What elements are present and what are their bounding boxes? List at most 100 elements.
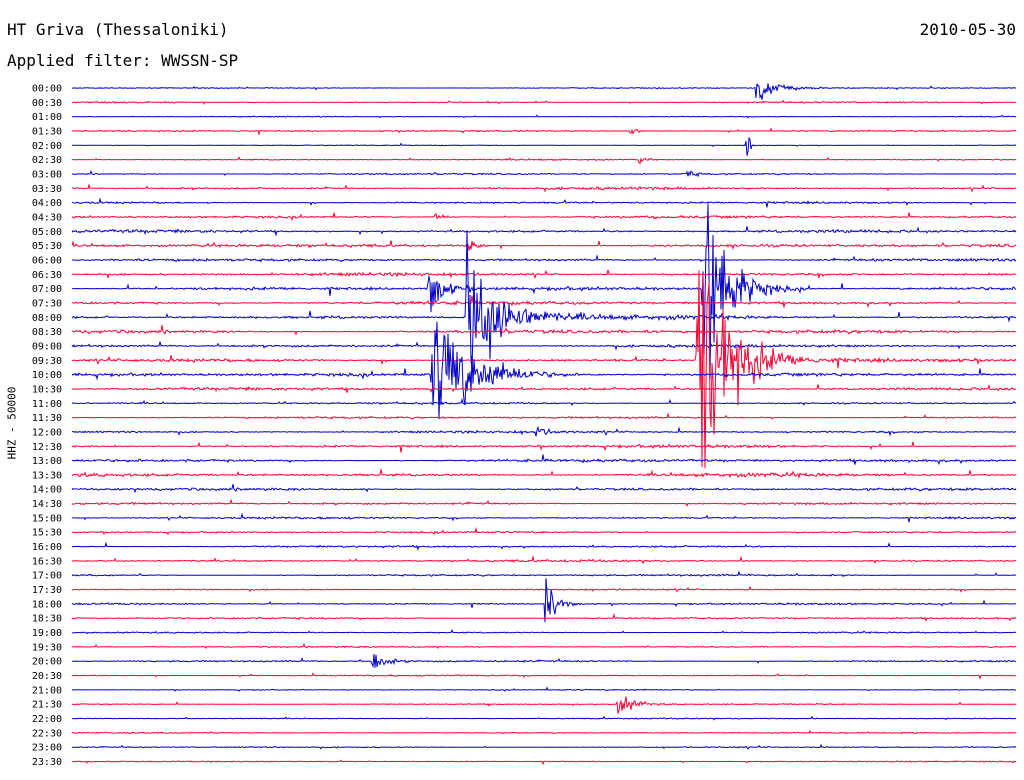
time-tick-label: 07:30 — [32, 298, 62, 309]
time-tick-label: 03:00 — [32, 169, 62, 180]
seismic-trace-0700 — [71, 203, 1017, 380]
recording-date: 2010-05-30 — [919, 20, 1016, 39]
seismic-trace-2330 — [71, 759, 1017, 766]
seismic-trace-1100 — [71, 398, 1016, 407]
time-tick-label: 06:00 — [32, 255, 62, 266]
seismic-trace-1600 — [71, 541, 1017, 551]
time-tick-label: 18:30 — [32, 614, 62, 625]
time-tick-label: 21:00 — [32, 685, 62, 696]
time-tick-label: 19:00 — [32, 628, 62, 639]
time-tick-label: 02:30 — [32, 155, 62, 166]
time-tick-label: 03:30 — [32, 184, 62, 195]
seismic-trace-1300 — [71, 454, 1017, 466]
time-tick-label: 19:30 — [32, 642, 62, 653]
time-tick-label: 22:30 — [32, 728, 62, 739]
seismic-trace-1330 — [71, 469, 1017, 479]
seismic-trace-0600 — [71, 254, 1017, 263]
time-tick-label: 13:00 — [32, 456, 62, 467]
seismic-trace-2000 — [71, 654, 1017, 668]
seismic-trace-1230 — [71, 441, 1017, 453]
seismic-trace-1830 — [71, 613, 1017, 622]
seismic-trace-2130 — [71, 696, 1017, 714]
time-tick-label: 05:00 — [32, 227, 62, 238]
time-tick-label: 09:00 — [32, 341, 62, 352]
time-tick-label: 23:00 — [32, 743, 62, 754]
station-title: HT Griva (Thessaloniki) — [7, 20, 229, 39]
seismic-trace-1030 — [71, 384, 1017, 393]
seismic-trace-0800 — [71, 230, 1017, 368]
seismic-trace-0430 — [71, 212, 1017, 221]
time-tick-label: 10:30 — [32, 384, 62, 395]
time-tick-label: 12:30 — [32, 442, 62, 453]
time-tick-label: 13:30 — [32, 470, 62, 481]
time-tick-label: 22:00 — [32, 714, 62, 725]
time-tick-label: 00:30 — [32, 98, 62, 109]
seismic-trace-1500 — [71, 512, 1017, 523]
time-tick-label: 16:30 — [32, 556, 62, 567]
seismic-trace-2200 — [71, 715, 1017, 721]
seismic-trace-0300 — [71, 170, 1017, 178]
time-tick-label: 20:30 — [32, 671, 62, 682]
time-tick-label: 21:30 — [32, 700, 62, 711]
seismic-trace-1700 — [71, 570, 1017, 578]
time-tick-label: 11:00 — [32, 399, 62, 410]
time-tick-label: 02:00 — [32, 141, 62, 152]
seismic-trace-1400 — [71, 484, 1017, 494]
time-tick-label: 16:00 — [32, 542, 62, 553]
time-tick-label: 01:00 — [32, 112, 62, 123]
seismic-trace-0000 — [72, 83, 1017, 100]
seismic-trace-0200 — [71, 136, 1017, 156]
seismic-trace-1900 — [71, 629, 1017, 635]
seismic-trace-0030 — [71, 99, 1017, 105]
time-tick-label: 20:00 — [32, 657, 62, 668]
filter-label: Applied filter: WWSSN-SP — [7, 51, 239, 70]
time-tick-label: 12:00 — [32, 427, 62, 438]
time-tick-label: 17:30 — [32, 585, 62, 596]
seismic-trace-0830 — [71, 325, 1016, 336]
seismic-trace-0130 — [71, 127, 1016, 136]
seismic-trace-0630 — [71, 269, 1017, 280]
seismic-trace-0730 — [71, 295, 1017, 309]
seismic-trace-0530 — [71, 240, 1017, 251]
time-tick-label: 00:00 — [32, 84, 62, 95]
seismic-trace-0230 — [71, 156, 1017, 165]
seismic-trace-1930 — [71, 642, 1017, 649]
seismic-trace-2030 — [71, 672, 1017, 680]
seismic-trace-0100 — [71, 114, 1017, 119]
time-tick-label: 11:30 — [32, 413, 62, 424]
time-tick-label: 15:30 — [32, 528, 62, 539]
time-tick-label: 14:00 — [32, 485, 62, 496]
time-tick-label: 07:00 — [32, 284, 62, 295]
seismic-trace-2100 — [71, 686, 1017, 692]
seismic-trace-1630 — [71, 555, 1017, 565]
seismic-trace-2230 — [71, 729, 1017, 735]
time-tick-label: 10:00 — [32, 370, 62, 381]
time-tick-label: 04:00 — [32, 198, 62, 209]
time-tick-label: 14:30 — [32, 499, 62, 510]
time-tick-label: 15:00 — [32, 513, 62, 524]
seismic-trace-0400 — [71, 197, 1017, 208]
time-tick-label: 05:30 — [32, 241, 62, 252]
seismic-trace-0330 — [71, 183, 1017, 193]
seismic-trace-2300 — [71, 743, 1017, 750]
time-tick-label: 06:30 — [32, 270, 62, 281]
time-tick-label: 17:00 — [32, 571, 62, 582]
seismic-trace-0930 — [71, 270, 1017, 469]
seismic-trace-0500 — [71, 226, 1017, 237]
time-tick-label: 18:00 — [32, 599, 62, 610]
time-tick-label: 01:30 — [32, 126, 62, 137]
time-tick-label: 04:30 — [32, 212, 62, 223]
seismic-trace-1730 — [72, 585, 1016, 593]
seismic-trace-0900 — [71, 341, 1017, 351]
seismic-trace-1000 — [71, 321, 1017, 420]
seismic-trace-1200 — [71, 425, 1016, 437]
seismic-trace-1430 — [71, 498, 1017, 507]
time-tick-label: 08:00 — [32, 313, 62, 324]
time-tick-label: 09:30 — [32, 356, 62, 367]
time-tick-label: 08:30 — [32, 327, 62, 338]
seismic-trace-1530 — [71, 526, 1017, 536]
time-tick-label: 23:30 — [32, 757, 62, 768]
seismic-trace-1130 — [71, 412, 1017, 420]
seismic-trace-1800 — [71, 578, 1017, 623]
